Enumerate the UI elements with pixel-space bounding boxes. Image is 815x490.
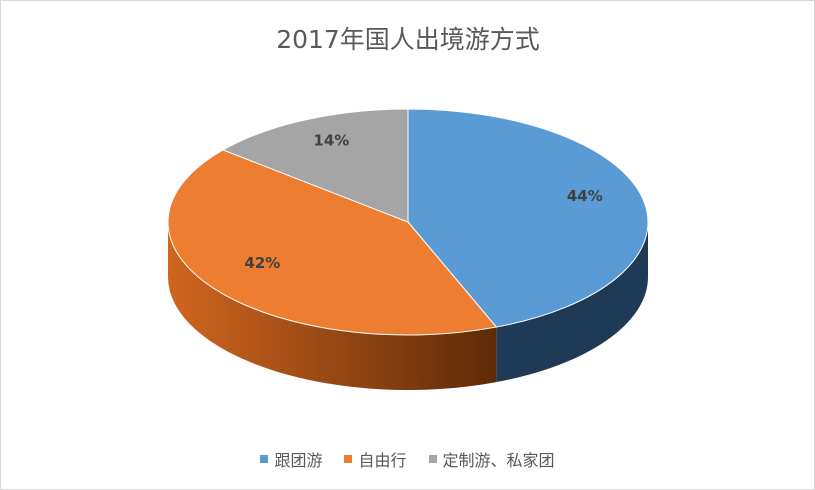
slice xyxy=(407,108,649,328)
slice-side xyxy=(496,222,648,383)
legend-swatch xyxy=(344,455,353,463)
slice xyxy=(221,108,409,223)
legend-swatch xyxy=(428,455,437,463)
data-label: 42% xyxy=(244,254,280,272)
slice xyxy=(167,149,498,336)
legend-swatch xyxy=(260,455,269,463)
legend-item: 自由行 xyxy=(344,447,407,471)
data-label: 14% xyxy=(313,132,349,150)
legend-label: 定制游、私家团 xyxy=(442,451,555,470)
chart-title: 2017年国人出境游方式 xyxy=(276,25,540,54)
legend: 跟团游 自由行 定制游、私家团 xyxy=(1,447,814,471)
data-label: 44% xyxy=(567,187,603,205)
legend-item: 跟团游 xyxy=(260,447,322,471)
legend-label: 跟团游 xyxy=(274,451,323,470)
legend-item: 定制游、私家团 xyxy=(428,447,555,471)
slice-side xyxy=(168,222,497,390)
plot: 2017年国人出境游方式 44% 42% 14% xyxy=(167,25,649,390)
legend-label: 自由行 xyxy=(358,451,407,470)
